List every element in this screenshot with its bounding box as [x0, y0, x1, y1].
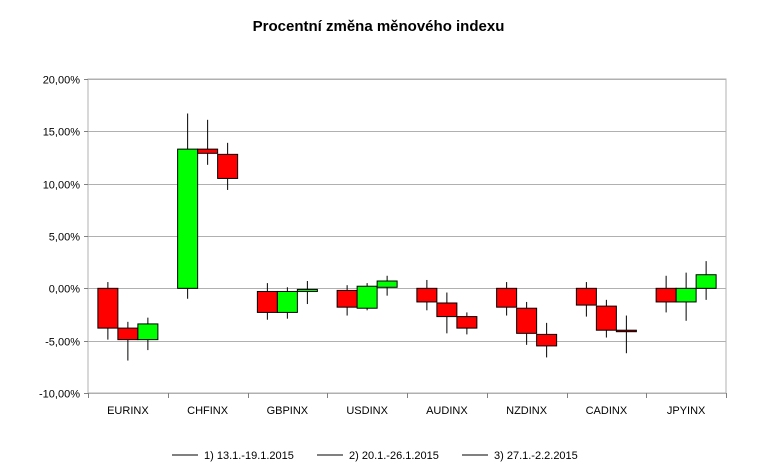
- candle-body-down: [97, 287, 119, 329]
- y-tick-label: -10,00%: [39, 389, 80, 401]
- candle-body-up: [695, 274, 717, 289]
- legend-item: 3) 27.1.-2.2.2015: [462, 450, 578, 462]
- candle: [615, 315, 637, 354]
- candle-body-up: [675, 287, 697, 303]
- candle-body-up: [177, 148, 199, 289]
- x-tick-label: USDINX: [346, 405, 388, 417]
- axes: -10,00% -5,00% 0,00% 5,00% 10,00% 15,00% 20,00…: [39, 75, 727, 417]
- candle-body-up: [356, 285, 378, 309]
- candles: [97, 113, 717, 361]
- candle-body-down: [575, 287, 597, 306]
- y-tick-label: 20,00%: [43, 75, 81, 87]
- candle: [436, 292, 458, 334]
- candle-body-up: [137, 323, 159, 341]
- candle: [536, 322, 558, 358]
- candle-body-down: [256, 290, 278, 313]
- candle: [197, 119, 219, 165]
- candle: [296, 281, 318, 305]
- x-tick-label: JPYINX: [667, 405, 706, 417]
- candle: [137, 317, 159, 351]
- y-tick-label: -5,00%: [45, 337, 80, 349]
- candle-body-down: [197, 148, 219, 154]
- y-tick-label: 5,00%: [49, 232, 80, 244]
- candle-body-down: [536, 333, 558, 347]
- candle-body-down: [595, 305, 617, 331]
- candle-body-down: [516, 307, 538, 334]
- candle: [595, 299, 617, 338]
- legend-label: 3) 27.1.-2.2.2015: [494, 450, 578, 462]
- candle-body-down: [336, 289, 358, 308]
- candle: [336, 285, 358, 316]
- candle: [575, 282, 597, 317]
- candle: [456, 312, 478, 335]
- candle: [256, 283, 278, 320]
- chart-title: Procentní změna měnového indexu: [252, 18, 505, 35]
- candle-body-up: [376, 280, 398, 288]
- y-tick-label: 10,00%: [43, 180, 81, 192]
- x-tick-label: GBPINX: [267, 405, 309, 417]
- candle-body-up: [276, 290, 298, 313]
- legend-label: 1) 13.1.-19.1.2015: [204, 450, 294, 462]
- candle-body-down: [456, 316, 478, 329]
- candle: [276, 287, 298, 319]
- y-tick-label: 15,00%: [43, 127, 81, 139]
- candle: [356, 283, 378, 311]
- candle-body-down: [117, 327, 139, 341]
- candle: [695, 261, 717, 300]
- legend-label: 2) 20.1.-26.1.2015: [349, 450, 439, 462]
- candle-body-down: [496, 287, 518, 308]
- x-tick-label: CADINX: [586, 405, 628, 417]
- candle: [675, 272, 697, 321]
- candle-body-up: [296, 288, 318, 292]
- candle: [217, 142, 239, 190]
- candle-body-down: [217, 153, 239, 179]
- legend: 1) 13.1.-19.1.2015 2) 20.1.-26.1.2015 3) 2…: [172, 450, 578, 462]
- x-tick-label: EURINX: [107, 405, 149, 417]
- legend-item: 2) 20.1.-26.1.2015: [317, 450, 439, 462]
- candle-body-down: [436, 302, 458, 318]
- candle: [496, 282, 518, 316]
- candle: [416, 279, 438, 311]
- x-tick-label: AUDINX: [426, 405, 468, 417]
- candle-body-down: [615, 329, 637, 333]
- candle-body-down: [655, 287, 677, 303]
- candle: [376, 275, 398, 296]
- y-tick-label: 0,00%: [49, 284, 80, 296]
- candle: [177, 113, 199, 299]
- x-tick-label: CHFINX: [187, 405, 229, 417]
- x-tick-label: NZDINX: [506, 405, 548, 417]
- candle: [97, 282, 119, 340]
- candle: [655, 275, 677, 313]
- legend-item: 1) 13.1.-19.1.2015: [172, 450, 294, 462]
- candle: [516, 301, 538, 345]
- candle-body-down: [416, 287, 438, 303]
